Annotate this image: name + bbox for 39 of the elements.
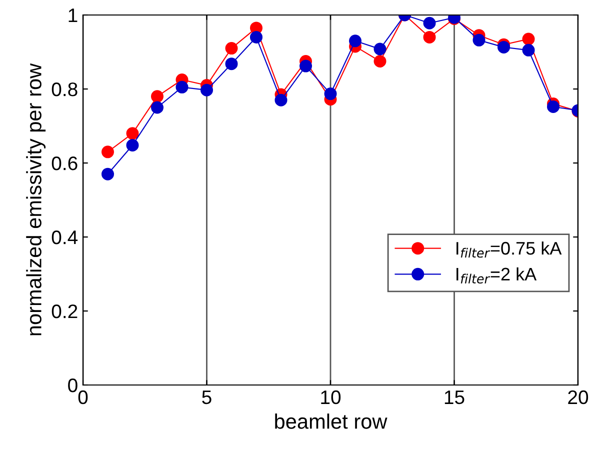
point — [176, 80, 188, 94]
point — [324, 88, 337, 100]
x-tick-label: 10 — [321, 390, 341, 404]
point — [349, 34, 362, 48]
y-tick-label: 1 — [68, 8, 78, 22]
point — [522, 44, 535, 56]
point — [423, 30, 436, 44]
point — [225, 58, 238, 70]
point — [423, 16, 436, 30]
y-tick-label: 0 — [68, 378, 78, 392]
point — [300, 60, 312, 72]
y-axis-title: normalized emissivity per row — [26, 63, 46, 336]
legend-label: I$_{filter}$=0.75 kA — [456, 241, 562, 258]
point — [102, 168, 114, 180]
x-tick-label: 0 — [78, 390, 88, 404]
x-tick-label: 20 — [568, 390, 588, 404]
point — [374, 42, 386, 56]
point — [126, 127, 139, 140]
point — [374, 55, 386, 68]
point — [472, 34, 486, 46]
point — [200, 84, 213, 96]
point — [102, 146, 114, 158]
point — [274, 94, 288, 106]
x-axis-title: beamlet row — [275, 414, 388, 429]
point — [498, 40, 510, 54]
point — [126, 138, 139, 152]
y-tick-label: 0.6 — [52, 156, 78, 170]
point — [547, 100, 560, 114]
point — [250, 30, 262, 44]
legend-label: I$_{filter}$=2 kA — [456, 267, 537, 284]
y-tick-label: 0.4 — [52, 230, 78, 244]
point — [151, 101, 164, 114]
point — [522, 32, 535, 46]
point — [225, 42, 238, 55]
x-tick-label: 5 — [202, 390, 212, 404]
point — [151, 90, 164, 103]
y-tick-label: 0.2 — [52, 304, 78, 318]
x-tick-label: 15 — [444, 390, 464, 404]
y-tick-label: 0.8 — [52, 82, 78, 96]
